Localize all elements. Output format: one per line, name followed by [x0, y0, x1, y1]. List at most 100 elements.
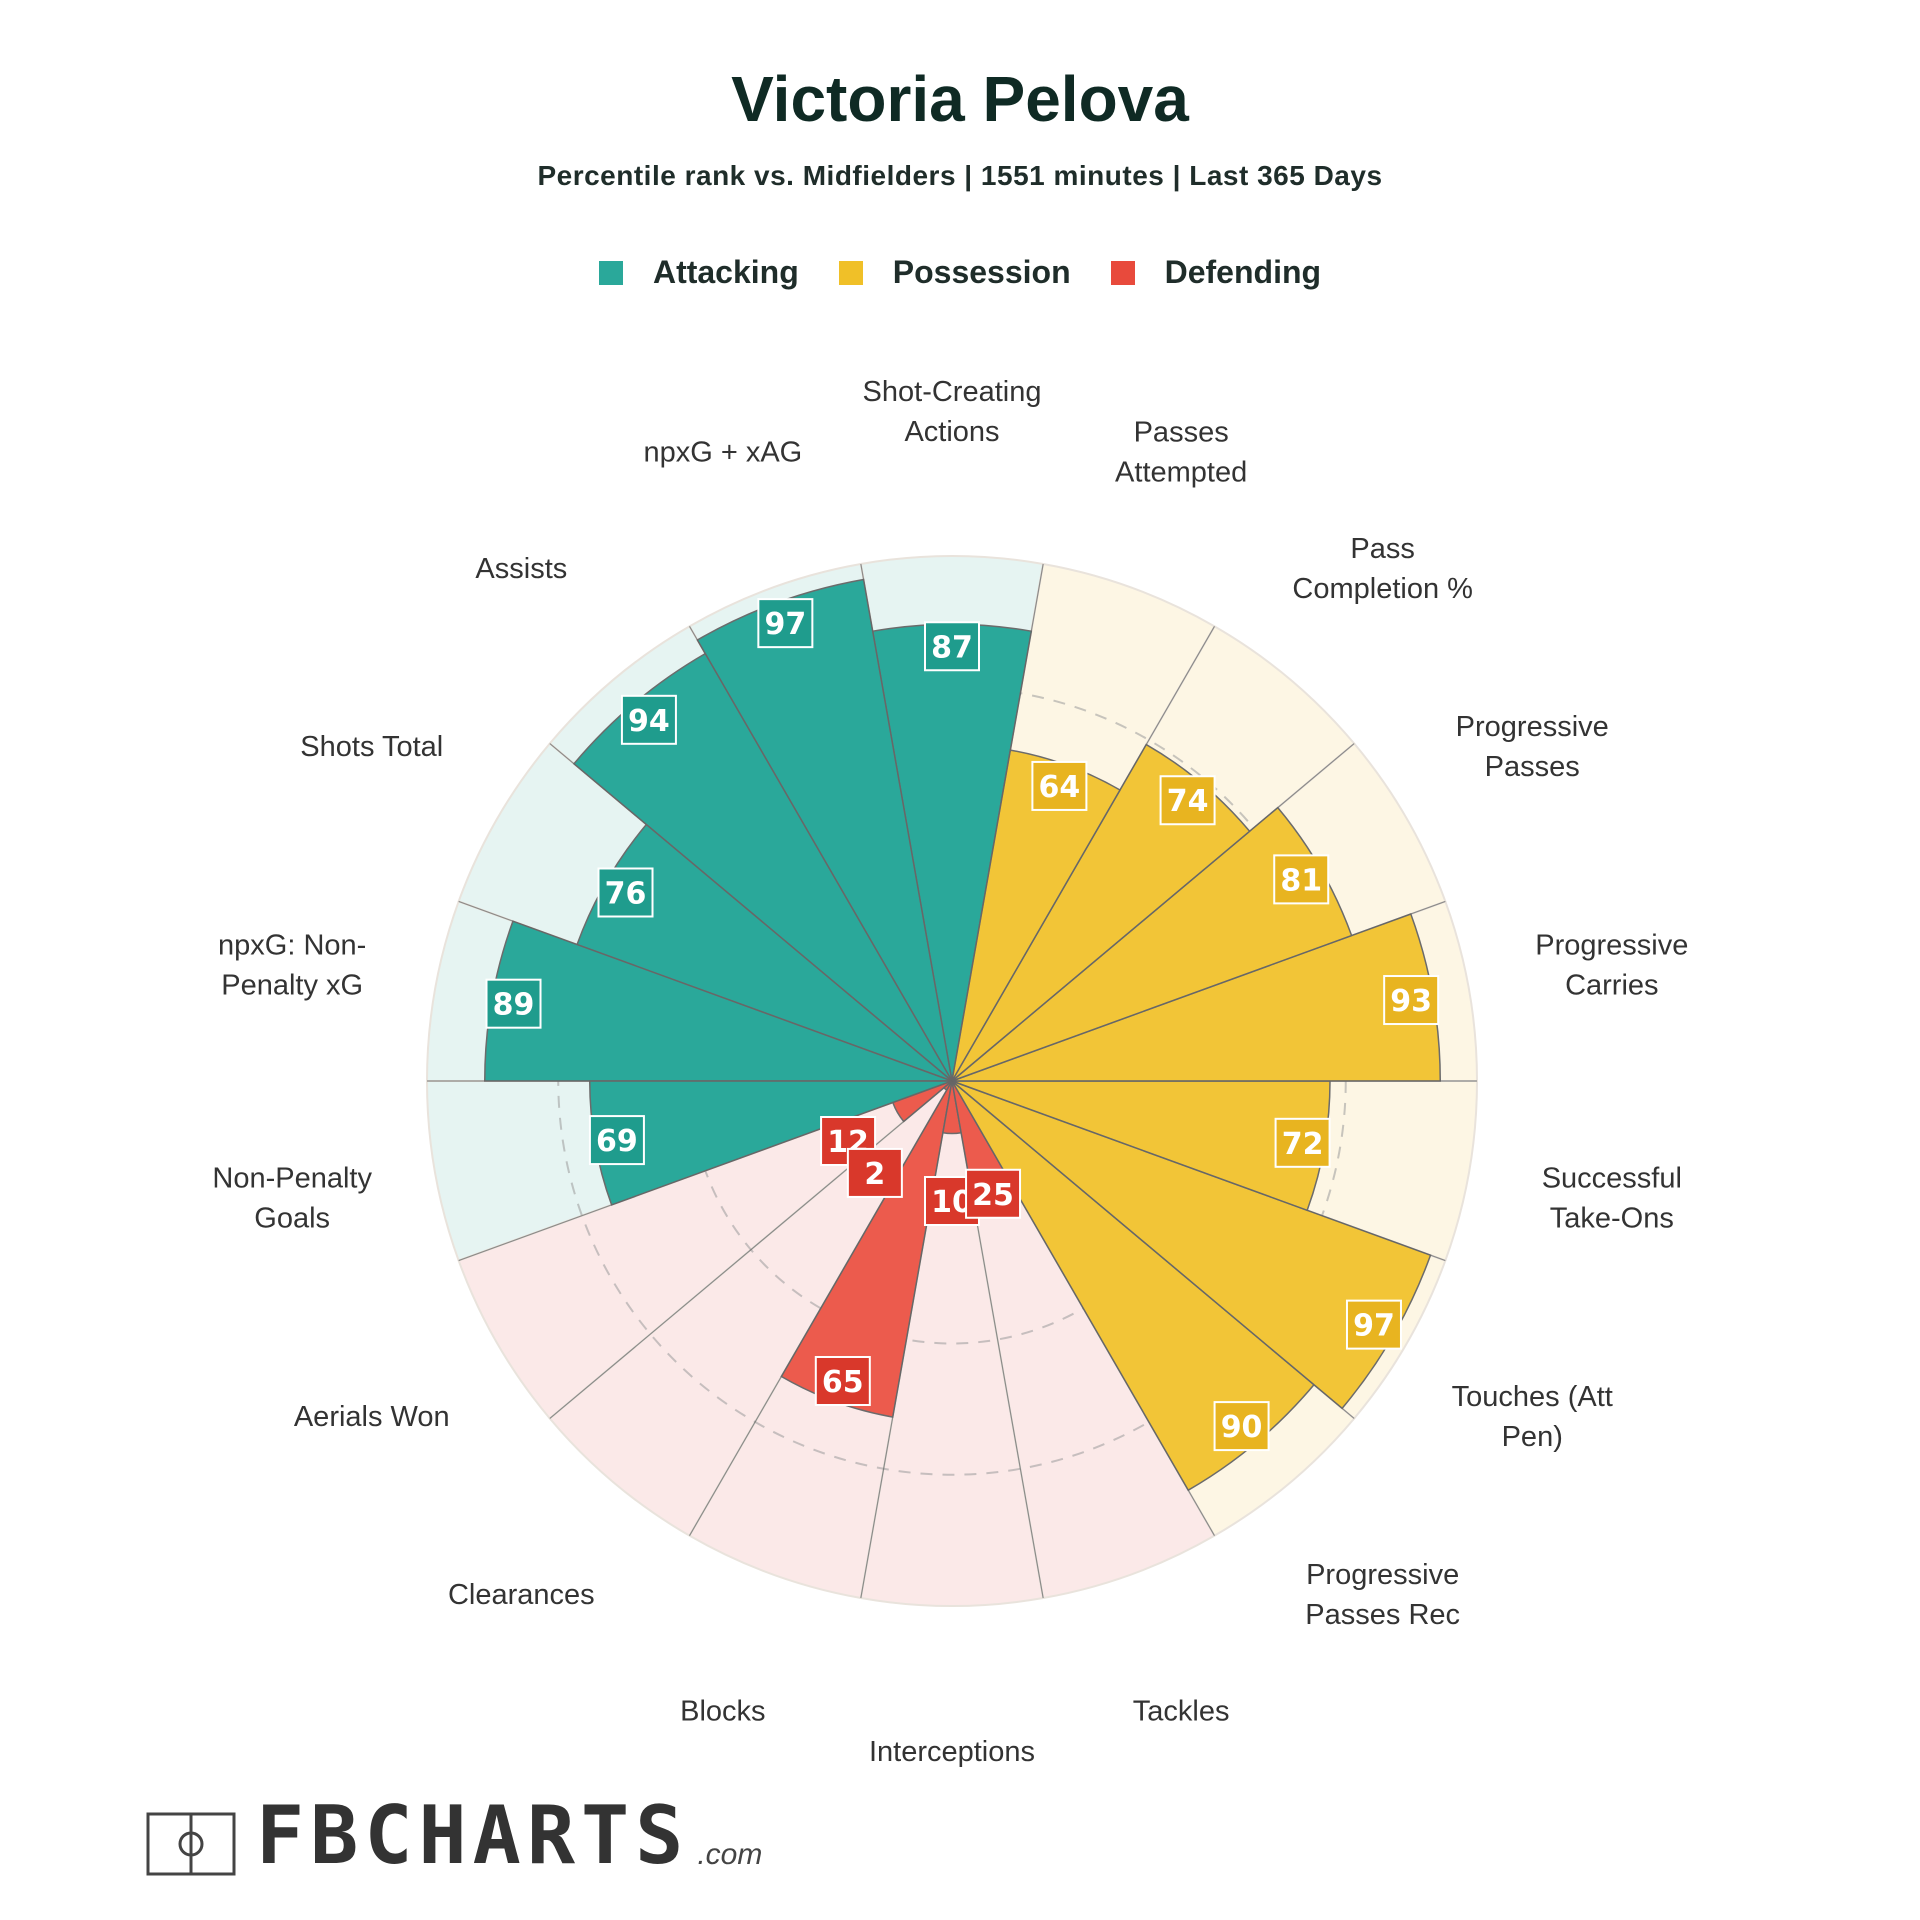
value-label: 97 [1345, 1299, 1402, 1350]
category-label-line: Goals [254, 1202, 330, 1234]
sector-divider [951, 1080, 1044, 1599]
value-label-text: 65 [822, 1365, 864, 1400]
value-label-box [814, 1355, 871, 1406]
value-label-text: 25 [972, 1178, 1014, 1213]
value-label: 94 [620, 694, 677, 745]
category-label: Blocks [680, 1696, 765, 1728]
category-label-line: npxG: Non- [218, 930, 366, 962]
chart-title: Victoria Pelova [731, 63, 1189, 135]
sector-divider [458, 1080, 953, 1262]
value-label-text: 72 [1282, 1127, 1324, 1162]
logo-text: FBCHARTS [256, 1789, 690, 1882]
category-label: Pass Completion % [1292, 533, 1473, 605]
sector-divider [951, 1080, 1446, 1262]
sector-lines [427, 563, 1477, 1599]
category-label-line: Aerials Won [294, 1401, 450, 1433]
sector-background [859, 1080, 1045, 1607]
category-label-line: Progressive [1306, 1559, 1459, 1591]
value-label-text: 74 [1167, 784, 1209, 819]
value-label: 74 [1159, 775, 1216, 826]
category-label: Shot-Creating Actions [863, 376, 1042, 448]
value-label: 97 [757, 598, 814, 649]
value-label-text: 64 [1039, 770, 1081, 805]
legend-item-possession: Possession [838, 254, 1071, 291]
value-label: 89 [485, 978, 542, 1029]
legend-swatch-attacking [598, 260, 623, 285]
category-label-line: Shots Total [300, 731, 443, 763]
category-label-line: Carries [1565, 970, 1658, 1002]
category-label-line: Attempted [1115, 456, 1247, 488]
sector-divider [549, 743, 953, 1082]
category-label-line: Clearances [448, 1579, 595, 1611]
value-label-text: 89 [493, 988, 535, 1023]
value-label-text: 97 [764, 607, 806, 642]
value-label: 25 [965, 1168, 1022, 1219]
value-label: 76 [597, 867, 654, 918]
sector-divider [688, 1080, 953, 1536]
legend: Attacking Possession Defending [0, 254, 1920, 291]
category-label-line: Interceptions [869, 1736, 1035, 1768]
sector-divider [951, 626, 1216, 1082]
football-pitch-icon [146, 1812, 236, 1876]
category-label: Progressive Passes [1456, 711, 1609, 783]
category-label-line: Penalty xG [221, 970, 363, 1002]
category-label: Tackles [1133, 1696, 1230, 1728]
value-label-text: 81 [1280, 863, 1322, 898]
value-label: 65 [814, 1355, 871, 1406]
sector-divider [951, 1080, 1216, 1536]
category-label-line: Shot-Creating [863, 376, 1042, 408]
value-label-text: 90 [1221, 1410, 1263, 1445]
sector-divider [549, 1080, 953, 1419]
value-label-box [846, 1147, 903, 1198]
category-label-line: Successful [1542, 1162, 1682, 1194]
category-label-line: Passes Rec [1305, 1599, 1460, 1631]
fbcharts-logo: FBCHARTS .com [146, 1796, 762, 1876]
sector-divider [951, 563, 1044, 1082]
value-label-box [1159, 775, 1216, 826]
category-label-line: Tackles [1133, 1696, 1230, 1728]
category-label-line: Take-Ons [1550, 1202, 1674, 1234]
value-label-text: 97 [1353, 1309, 1395, 1344]
category-label: Assists [475, 553, 567, 585]
sector-divider [860, 563, 953, 1082]
category-label: npxG + xAG [643, 436, 802, 468]
value-label-box [1274, 1117, 1331, 1168]
value-label-box [485, 978, 542, 1029]
bars [483, 578, 1442, 1492]
value-label-box [924, 621, 980, 672]
category-label-line: Touches (Att [1452, 1381, 1613, 1413]
value-label-box [588, 1115, 645, 1166]
value-label: 64 [1031, 760, 1088, 811]
category-label: Clearances [448, 1579, 595, 1611]
category-label-line: Progressive [1456, 711, 1609, 743]
value-label-text: 2 [864, 1157, 885, 1192]
value-label: 87 [924, 621, 980, 672]
category-label: Progressive Passes Rec [1305, 1559, 1460, 1631]
value-label-box [1031, 760, 1088, 811]
category-label: Interceptions [869, 1736, 1035, 1768]
value-label: 93 [1383, 975, 1440, 1026]
value-label-box [1273, 854, 1330, 905]
value-label-box [1213, 1401, 1270, 1452]
category-label-line: Passes [1134, 416, 1229, 448]
legend-swatch-possession [838, 260, 863, 285]
category-label: Non-Penalty Goals [212, 1162, 372, 1234]
value-label: 2 [846, 1147, 903, 1198]
value-label-box [1383, 975, 1440, 1026]
category-label: Progressive Carries [1535, 930, 1688, 1002]
category-label: Touches (Att Pen) [1452, 1381, 1613, 1453]
value-label-box [757, 598, 814, 649]
value-label-text: 76 [605, 877, 647, 912]
category-label-line: Completion % [1292, 573, 1473, 605]
sector-divider [951, 1080, 1355, 1419]
category-label-line: Assists [475, 553, 567, 585]
legend-swatch-defending [1110, 260, 1135, 285]
category-label-line: Progressive [1535, 930, 1688, 962]
category-label-line: Pass [1350, 533, 1414, 565]
sector-divider [458, 900, 953, 1082]
category-label-line: npxG + xAG [643, 436, 802, 468]
value-label-box [1345, 1299, 1402, 1350]
legend-item-attacking: Attacking [598, 254, 799, 291]
